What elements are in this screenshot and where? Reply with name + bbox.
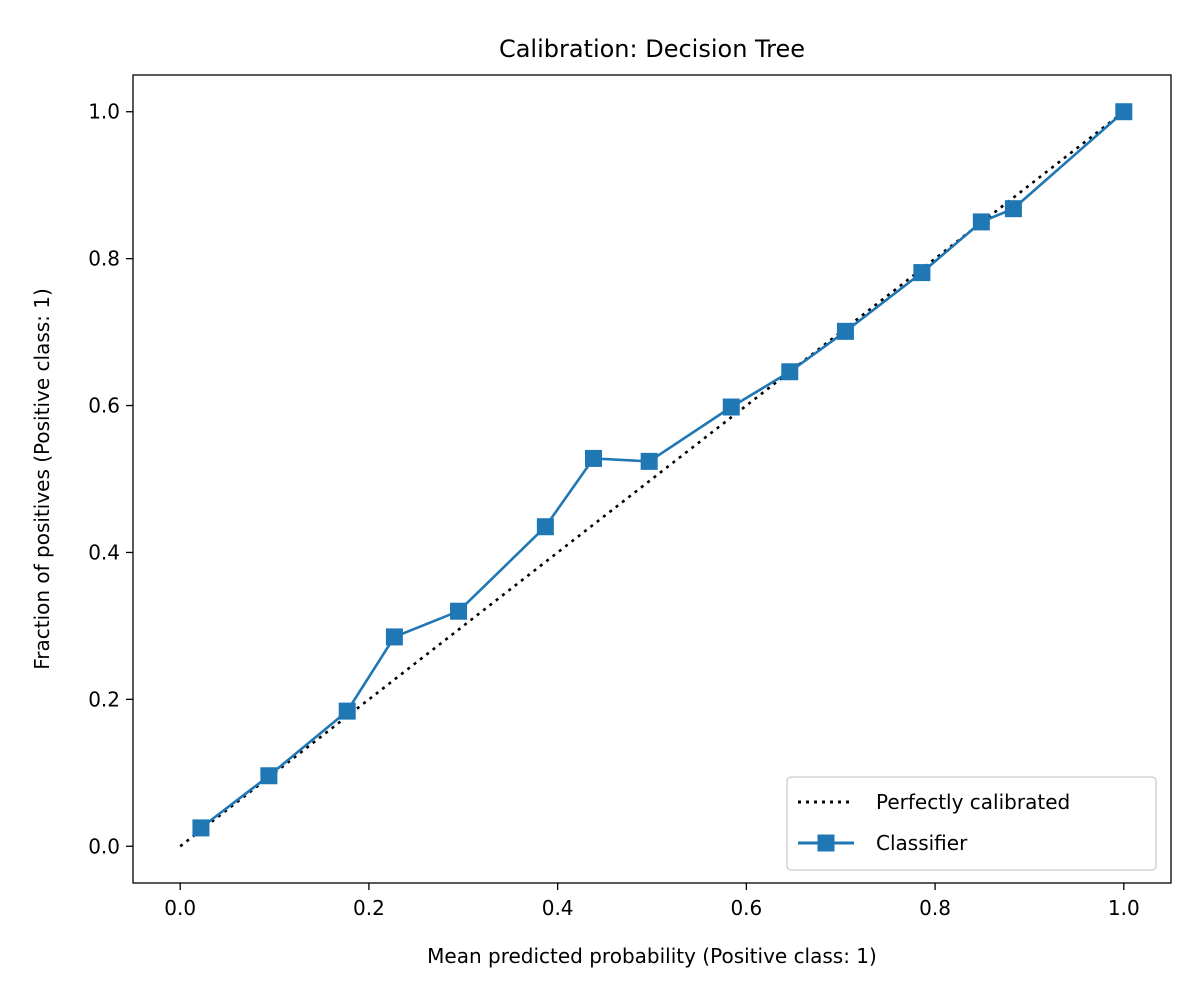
y-tick-label: 0.0 <box>88 834 120 858</box>
legend-perfect-label: Perfectly calibrated <box>876 790 1070 814</box>
plot-frame <box>132 74 1172 884</box>
classifier-point <box>972 213 990 231</box>
y-tick-label: 0.6 <box>88 394 120 418</box>
x-tick-label: 0.0 <box>164 896 196 920</box>
y-axis-label: Fraction of positives (Positive class: 1… <box>30 288 54 670</box>
classifier-point <box>536 518 554 536</box>
classifier-point <box>260 767 278 785</box>
classifier-point <box>192 819 210 837</box>
x-tick-label: 0.4 <box>542 896 574 920</box>
y-tick-label: 0.2 <box>88 687 120 711</box>
classifier-point <box>1004 200 1022 218</box>
classifier-point <box>836 322 854 340</box>
x-tick-label: 0.6 <box>730 896 762 920</box>
x-tick-label: 1.0 <box>1108 896 1140 920</box>
axis-ticks: 0.0 0.2 0.4 0.6 0.8 1.0 0.0 0.2 0.4 0.6 0.8 1.0 <box>88 100 1140 920</box>
legend-box <box>786 776 1157 871</box>
series-layer <box>179 103 1133 848</box>
y-tick-label: 1.0 <box>88 100 120 124</box>
x-tick-label: 0.8 <box>919 896 951 920</box>
classifier-point <box>781 363 799 381</box>
classifier-point <box>1115 103 1133 121</box>
classifier-point <box>584 449 602 467</box>
classifier-point <box>722 398 740 416</box>
classifier-point <box>450 602 468 620</box>
classifier-point <box>913 264 931 282</box>
classifier-point <box>640 452 658 470</box>
y-tick-label: 0.4 <box>88 540 120 564</box>
chart-title: Calibration: Decision Tree <box>499 35 805 63</box>
legend-classifier-label: Classifier <box>876 831 968 855</box>
classifier-point <box>385 628 403 646</box>
x-axis-label: Mean predicted probability (Positive cla… <box>427 944 877 968</box>
legend: Perfectly calibrated Classifier <box>786 776 1157 871</box>
classifier-point <box>338 702 356 720</box>
x-tick-label: 0.2 <box>353 896 385 920</box>
legend-classifier-marker <box>817 834 835 852</box>
y-tick-label: 0.8 <box>88 247 120 271</box>
